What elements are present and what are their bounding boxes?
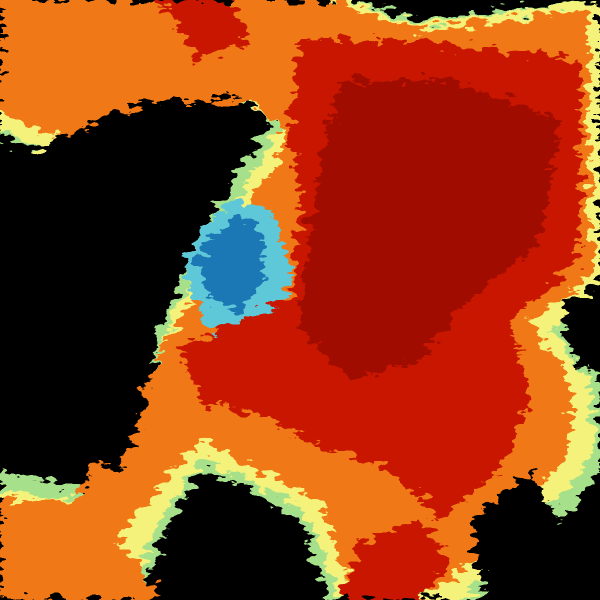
- no-echo-east: [560, 290, 600, 370]
- no-echo-west: [0, 110, 230, 470]
- echo-red-s: [340, 520, 450, 600]
- echo-orange-sw: [0, 500, 160, 600]
- no-echo-se: [470, 470, 560, 580]
- echo-core: [300, 80, 560, 380]
- echo-red-n: [160, 0, 250, 60]
- echo-blue: [195, 215, 265, 310]
